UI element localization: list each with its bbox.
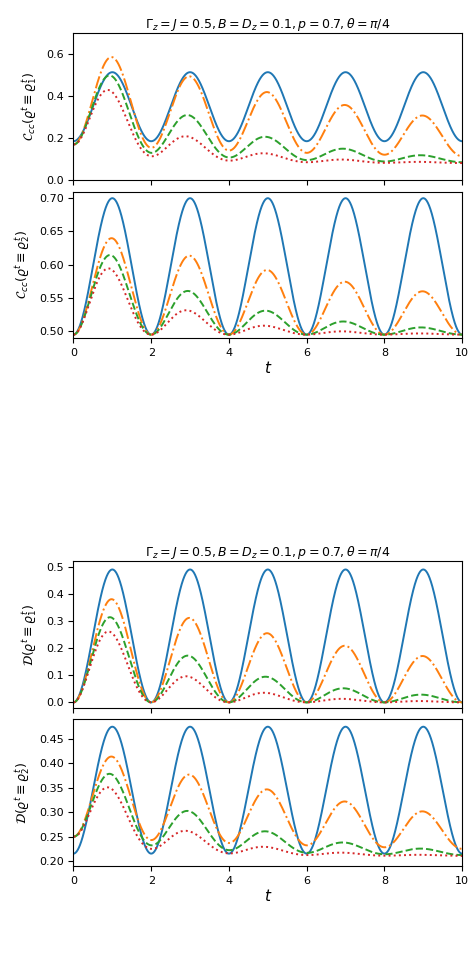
Text: (b): (b) [257,947,279,957]
Y-axis label: $\mathcal{C}_{cc}(\varrho^t \equiv \varrho_1^t)$: $\mathcal{C}_{cc}(\varrho^t \equiv \varr… [21,72,40,142]
Text: (a): (a) [257,419,278,434]
X-axis label: $t$: $t$ [264,361,272,376]
Y-axis label: $\mathcal{D}(\varrho^t \equiv \varrho_2^t)$: $\mathcal{D}(\varrho^t \equiv \varrho_2^… [14,762,34,824]
Title: $\Gamma_z = J = 0.5, B = D_z = 0.1, p = 0.7, \theta = \pi/4$: $\Gamma_z = J = 0.5, B = D_z = 0.1, p = … [145,16,391,33]
Legend: $\gamma = 0.0$, $\gamma = 0.3$, $\gamma = 0.1$, $\gamma = 0.5$: $\gamma = 0.0$, $\gamma = 0.3$, $\gamma … [175,880,360,929]
Legend: $\gamma = 0.0$, $\gamma = 0.3$, $\gamma = 0.1$, $\gamma = 0.5$: $\gamma = 0.0$, $\gamma = 0.3$, $\gamma … [175,353,360,401]
Title: $\Gamma_z = J = 0.5, B = D_z = 0.1, p = 0.7, \theta = \pi/4$: $\Gamma_z = J = 0.5, B = D_z = 0.1, p = … [145,544,391,561]
X-axis label: $t$: $t$ [264,888,272,904]
Y-axis label: $\mathcal{D}(\varrho^t \equiv \varrho_1^t)$: $\mathcal{D}(\varrho^t \equiv \varrho_1^… [21,604,40,666]
Y-axis label: $\mathcal{C}_{cc}(\varrho^t \equiv \varrho_2^t)$: $\mathcal{C}_{cc}(\varrho^t \equiv \varr… [14,230,34,300]
